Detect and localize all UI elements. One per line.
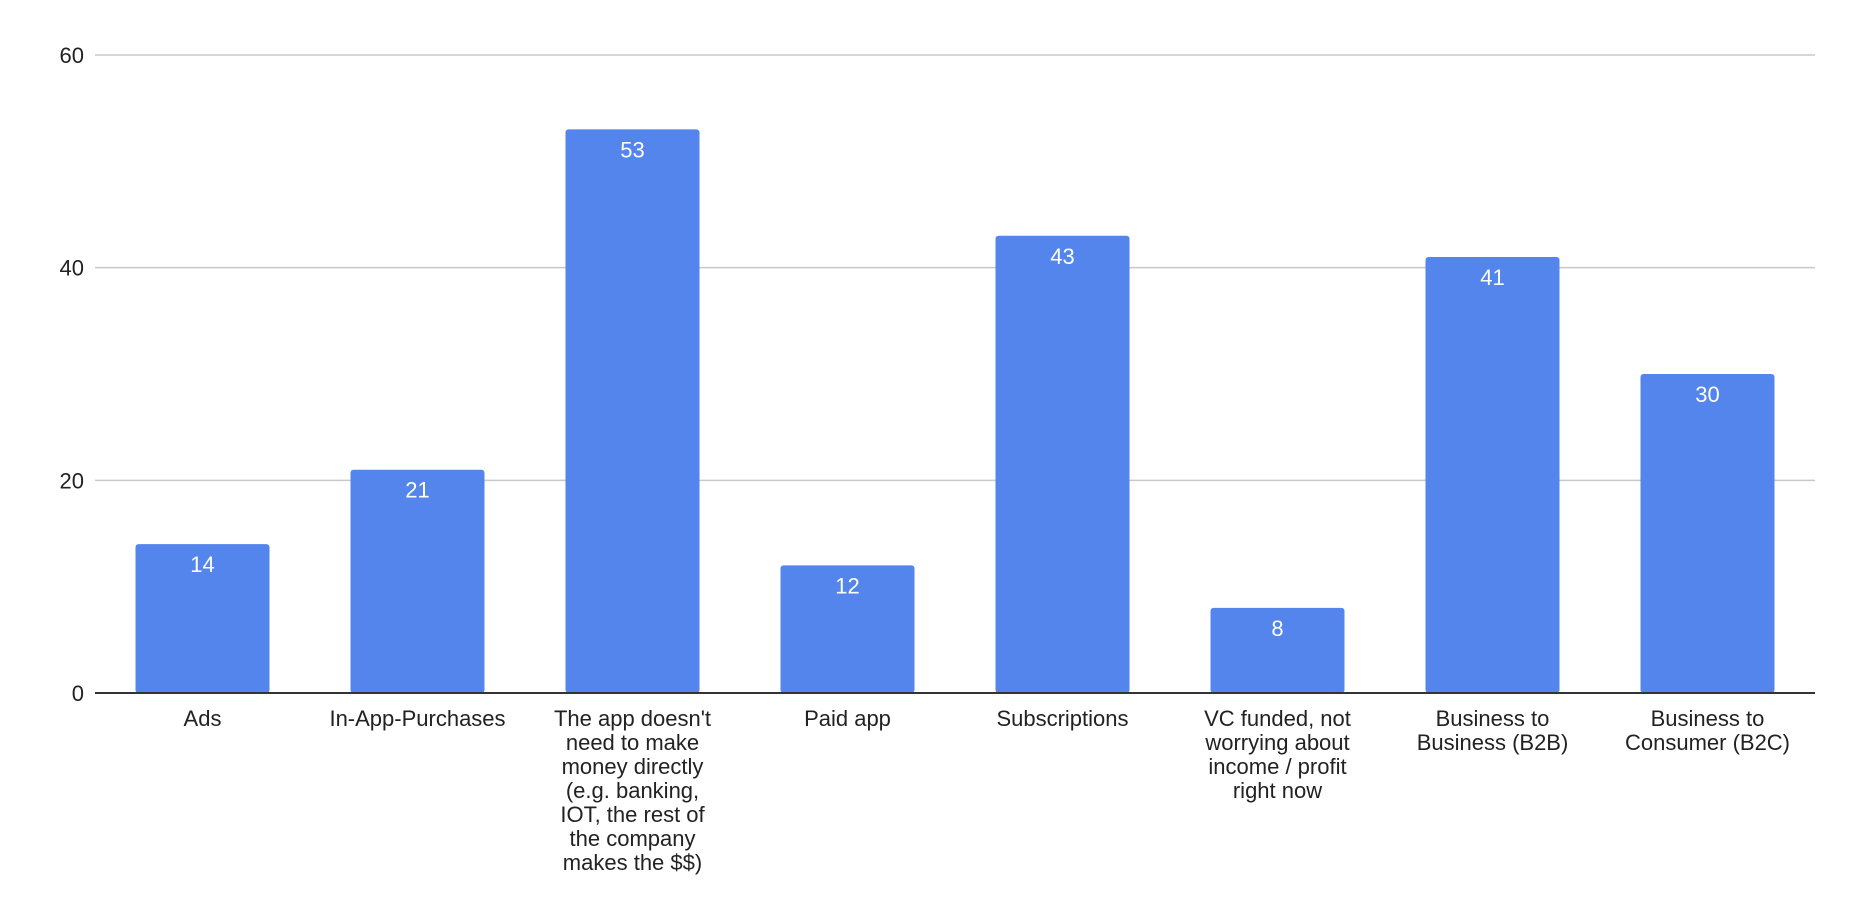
x-category-label: VC funded, not worrying about income / pro… (1204, 706, 1351, 803)
data-label: 53 (620, 137, 644, 162)
x-category-label-line: Subscriptions (996, 706, 1128, 731)
x-category-label-line: the company (570, 826, 696, 851)
data-label: 8 (1271, 616, 1283, 641)
data-label: 14 (190, 552, 214, 577)
bar (1640, 374, 1775, 693)
x-category-label-line: right now (1233, 778, 1322, 803)
x-axis-categories: Ads In-App-Purchases The app doesn't need t… (184, 706, 1790, 875)
x-category-label-line: IOT, the rest of (560, 802, 705, 827)
x-category-label-line: Business to (1651, 706, 1765, 731)
x-category-label: The app doesn't need to make money directl… (554, 706, 711, 875)
y-tick-label: 20 (60, 468, 84, 493)
x-category-label-line: need to make (566, 730, 699, 755)
data-label: 30 (1695, 382, 1719, 407)
x-category-label-line: makes the $$) (563, 850, 702, 875)
bar (995, 235, 1130, 693)
bars (135, 129, 1775, 693)
x-category-label-line: The app doesn't (554, 706, 711, 731)
bar (780, 565, 915, 693)
y-tick-label: 0 (72, 681, 84, 706)
x-category-label: Paid app (804, 706, 891, 731)
x-category-label-line: money directly (562, 754, 704, 779)
x-category-label-line: In-App-Purchases (329, 706, 505, 731)
x-category-label: Subscriptions (996, 706, 1128, 731)
data-labels: 14 21 53 12 43 8 41 30 (190, 137, 1719, 641)
data-label: 43 (1050, 244, 1074, 269)
x-category-label-line: VC funded, not (1204, 706, 1351, 731)
bar (135, 544, 270, 693)
data-label: 41 (1480, 265, 1504, 290)
x-category-label: Business to Business (B2B) (1417, 706, 1569, 755)
x-category-label-line: Business (B2B) (1417, 730, 1569, 755)
bar (565, 129, 700, 693)
bar (350, 469, 485, 693)
bar (1425, 257, 1560, 693)
x-category-label: Ads (184, 706, 222, 731)
x-category-label-line: income / profit (1208, 754, 1346, 779)
bar (1210, 607, 1345, 693)
x-category-label-line: Consumer (B2C) (1625, 730, 1790, 755)
x-category-label-line: (e.g. banking, (566, 778, 699, 803)
x-category-label-line: worrying about (1204, 730, 1349, 755)
data-label: 21 (405, 478, 429, 503)
x-category-label-line: Business to (1436, 706, 1550, 731)
x-category-label: Business to Consumer (B2C) (1625, 706, 1790, 755)
x-category-label: In-App-Purchases (329, 706, 505, 731)
y-axis-ticks: 0 20 40 60 (60, 43, 84, 706)
y-tick-label: 60 (60, 43, 84, 68)
y-tick-label: 40 (60, 256, 84, 281)
x-category-label-line: Ads (184, 706, 222, 731)
data-label: 12 (835, 573, 859, 598)
x-category-label-line: Paid app (804, 706, 891, 731)
